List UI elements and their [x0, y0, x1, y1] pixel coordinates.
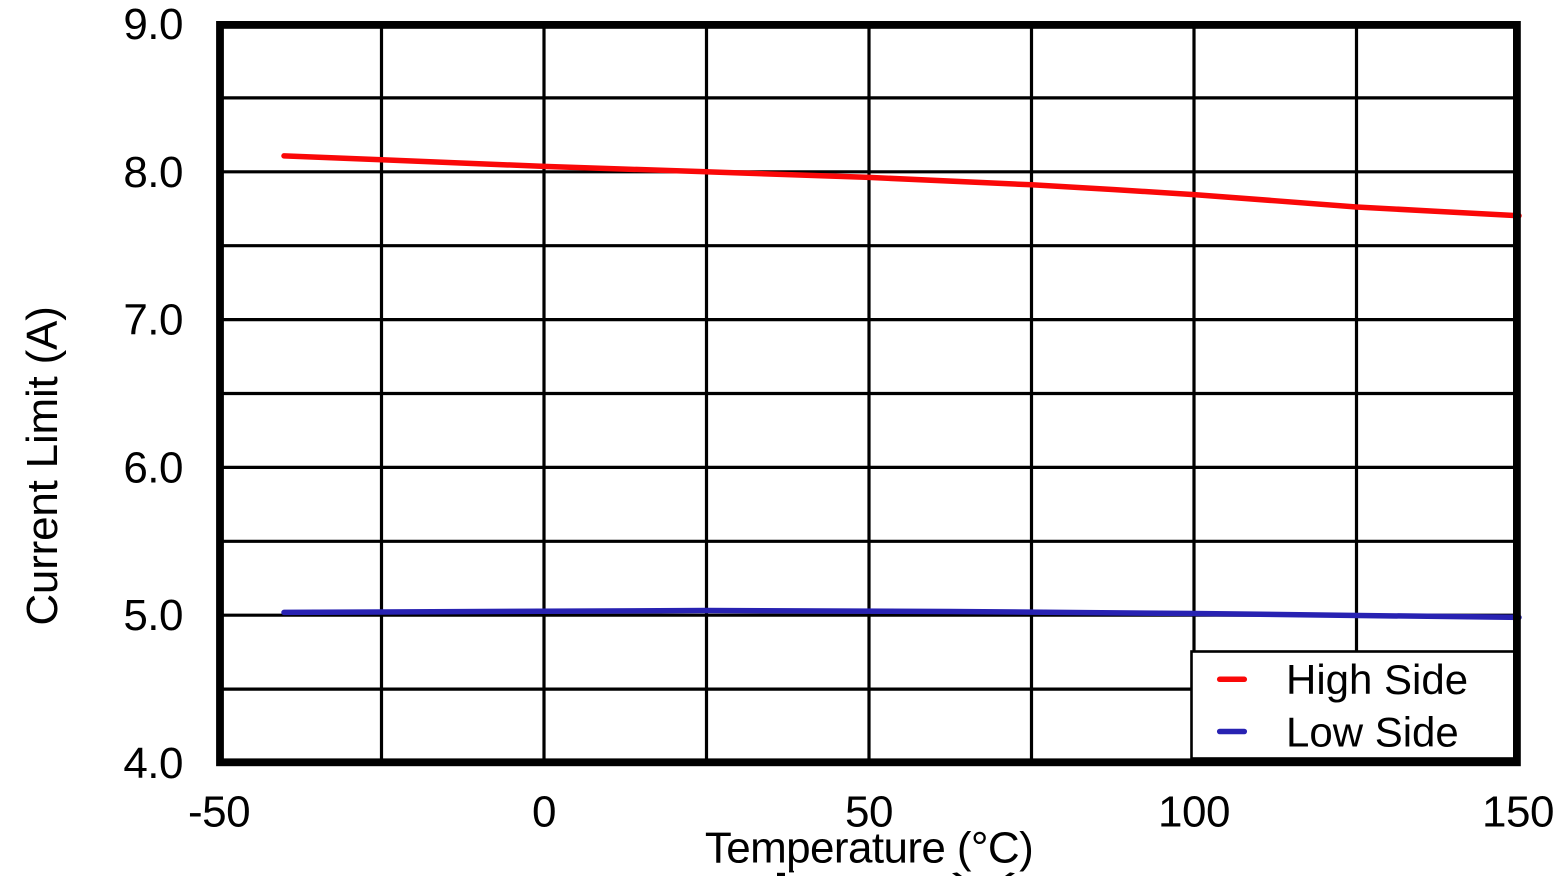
svg-text:5.0: 5.0 [123, 591, 183, 640]
svg-text:0: 0 [532, 788, 556, 837]
svg-text:150: 150 [1482, 788, 1554, 837]
svg-text:-50: -50 [188, 788, 250, 837]
svg-text:8.0: 8.0 [123, 148, 183, 197]
svg-text:High Side: High Side [1286, 656, 1468, 703]
svg-text:9.0: 9.0 [123, 0, 183, 49]
svg-text:6.0: 6.0 [123, 443, 183, 492]
svg-text:Low Side: Low Side [1286, 709, 1459, 756]
svg-text:50: 50 [845, 788, 893, 837]
svg-text:100: 100 [1158, 788, 1230, 837]
svg-text:7.0: 7.0 [123, 296, 183, 345]
svg-text:Current Limit (A): Current Limit (A) [18, 306, 67, 625]
svg-text:Temperature (°C): Temperature (°C) [705, 824, 1033, 873]
svg-text:4.0: 4.0 [123, 739, 183, 788]
